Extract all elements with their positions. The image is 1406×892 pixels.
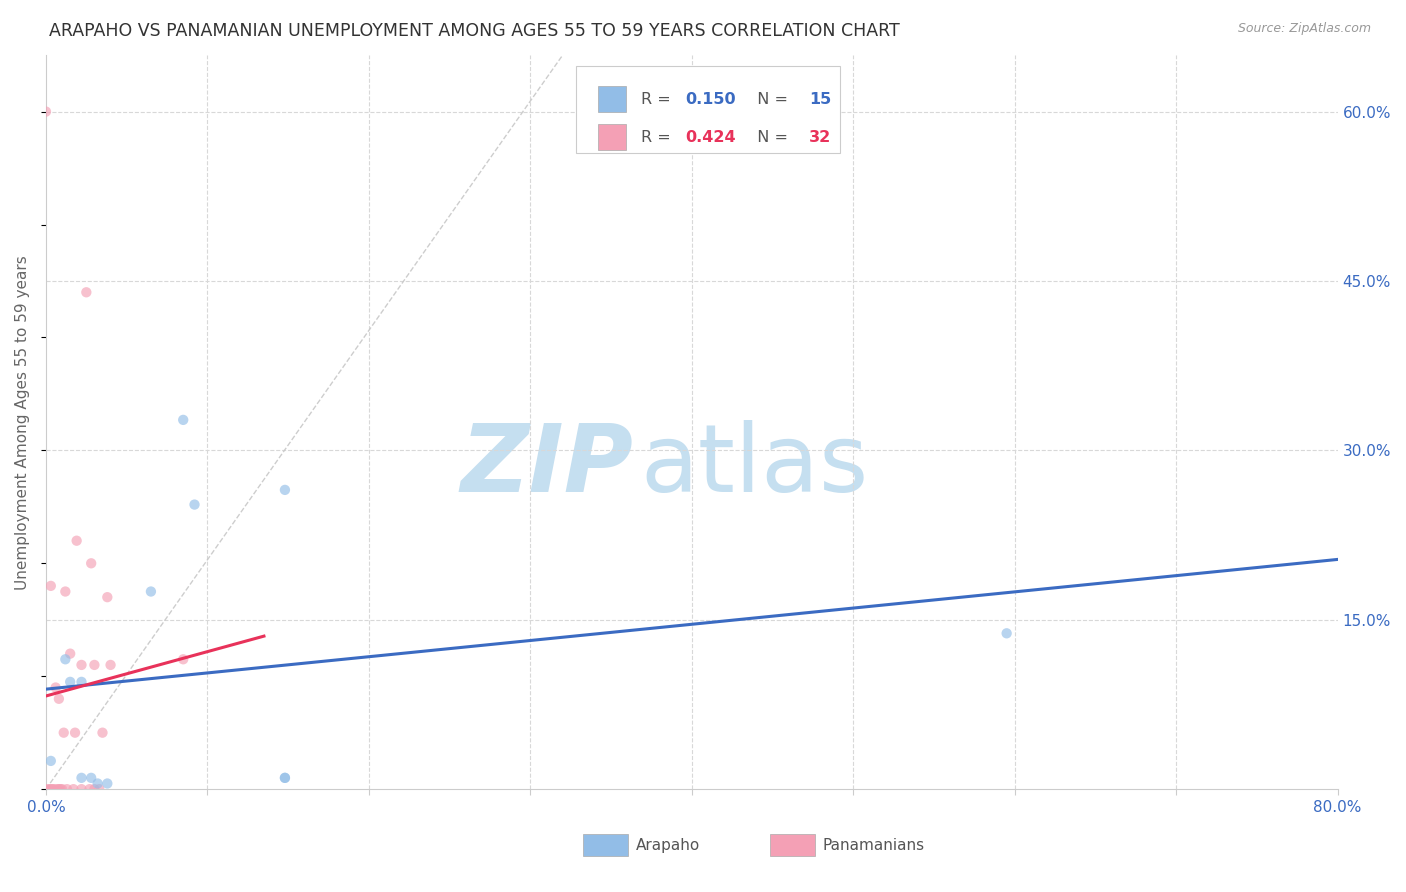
Text: ZIP: ZIP [461, 420, 634, 512]
Point [59, 647, 82, 661]
Text: Panamanians: Panamanians [823, 838, 925, 853]
Point [48, 691, 70, 706]
Point [83, 782, 105, 797]
Text: R =: R = [641, 129, 676, 145]
Point [274, 771, 297, 785]
Text: Arapaho: Arapaho [636, 838, 700, 853]
FancyBboxPatch shape [598, 86, 626, 112]
Text: Source: ZipAtlas.com: Source: ZipAtlas.com [1237, 22, 1371, 36]
Point [70, 782, 93, 797]
Point [42, 782, 65, 797]
Text: ARAPAHO VS PANAMANIAN UNEMPLOYMENT AMONG AGES 55 TO 59 YEARS CORRELATION CHART: ARAPAHO VS PANAMANIAN UNEMPLOYMENT AMONG… [49, 22, 900, 40]
Point [274, 771, 297, 785]
Point [46, 782, 69, 797]
Text: 15: 15 [810, 92, 831, 107]
Point [139, 584, 162, 599]
Point [63, 725, 86, 739]
Point [59, 674, 82, 689]
Point [80, 771, 103, 785]
Point [80, 556, 103, 570]
Point [83, 657, 105, 672]
Point [172, 413, 194, 427]
Point [70, 674, 93, 689]
Text: 0.150: 0.150 [685, 92, 735, 107]
Text: 32: 32 [810, 129, 831, 145]
Point [96, 590, 118, 604]
Point [35, 782, 58, 797]
Point [70, 771, 93, 785]
Point [183, 498, 205, 512]
Point [45, 681, 67, 695]
Point [79, 782, 101, 797]
Point [39, 579, 62, 593]
Point [39, 754, 62, 768]
Y-axis label: Unemployment Among Ages 55 to 59 years: Unemployment Among Ages 55 to 59 years [15, 255, 30, 590]
Point [56, 782, 79, 797]
FancyBboxPatch shape [575, 66, 841, 153]
Point [91, 725, 114, 739]
Point [70, 657, 93, 672]
Text: N =: N = [748, 129, 793, 145]
Text: N =: N = [748, 92, 793, 107]
Point [66, 533, 89, 548]
Text: R =: R = [641, 92, 676, 107]
Point [53, 652, 76, 666]
Text: atlas: atlas [640, 420, 869, 512]
Point [96, 776, 118, 790]
Point [49, 782, 72, 797]
Point [89, 782, 111, 797]
Point [995, 626, 1018, 640]
Point [86, 776, 108, 790]
Text: 0.424: 0.424 [685, 129, 735, 145]
Point [52, 725, 75, 739]
Point [172, 652, 194, 666]
Point [51, 782, 73, 797]
Point [274, 483, 297, 497]
Point [48, 782, 70, 797]
FancyBboxPatch shape [598, 124, 626, 151]
Point [53, 584, 76, 599]
Point [39, 782, 62, 797]
Point [62, 782, 84, 797]
Point [100, 657, 122, 672]
Point [35, 104, 58, 119]
Point [75, 285, 97, 300]
Point [41, 782, 63, 797]
Point [38, 782, 60, 797]
